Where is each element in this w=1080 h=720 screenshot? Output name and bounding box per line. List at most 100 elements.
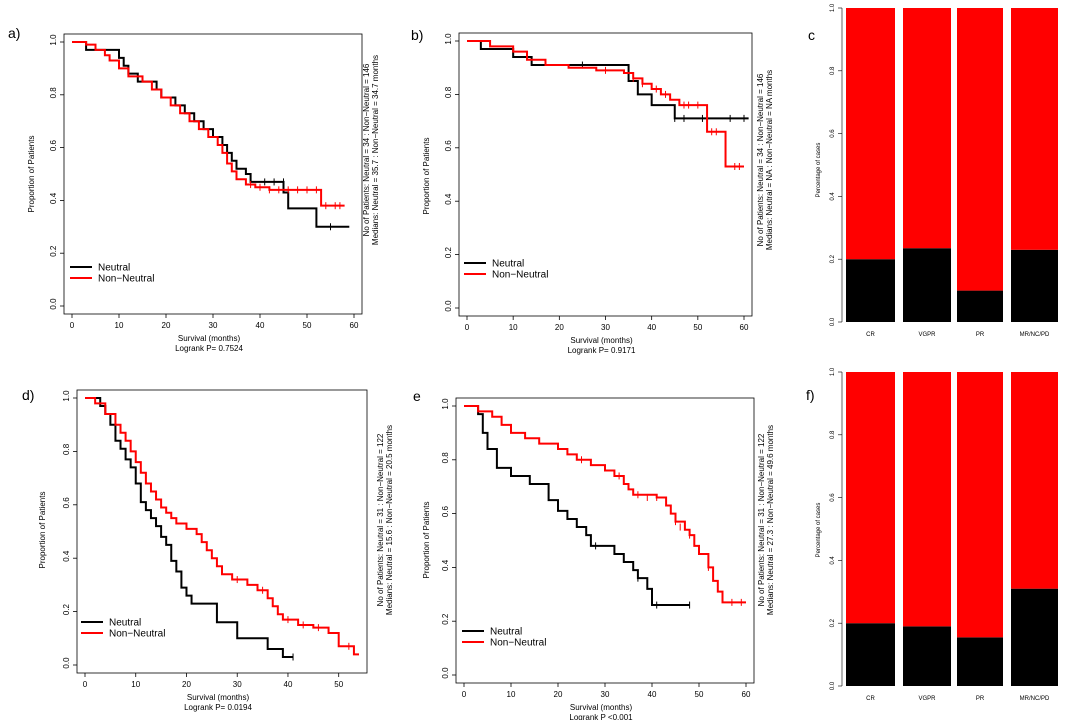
y-axis-label: Percentage of cases — [816, 503, 822, 558]
x-tick-label: 0 — [70, 321, 75, 330]
y-tick-label: 1.0 — [441, 398, 450, 410]
y-tick-label: 0.4 — [62, 550, 71, 562]
panel-label: d) — [22, 387, 34, 403]
x-tick-label: 40 — [256, 321, 265, 330]
legend-label-non-neutral: Non−Neutral — [109, 629, 165, 640]
y-axis-label: Proportion of Patients — [38, 492, 47, 569]
median-label: Medians: Neutral = NA : Non−Neutral = NA… — [765, 70, 774, 250]
x-tick-label: 10 — [131, 680, 140, 689]
panel-label: a) — [8, 25, 20, 41]
survival-curve-non-neutral — [72, 41, 345, 207]
y-tick-label: 0.2 — [441, 613, 450, 625]
x-tick-label: 60 — [742, 690, 751, 699]
survival-curve-neutral — [464, 405, 690, 607]
legend-label-non-neutral: Non−Neutral — [98, 274, 154, 285]
x-tick-label: 20 — [554, 690, 563, 699]
bar-segment-red — [903, 8, 951, 249]
legend-label-non-neutral: Non−Neutral — [492, 270, 548, 281]
logrank-label: Logrank P= 0.9171 — [568, 346, 636, 355]
bar-segment-black — [903, 248, 951, 322]
legend-label-neutral: Neutral — [490, 627, 522, 638]
x-tick-label: 50 — [303, 321, 312, 330]
y-tick-label: 0.8 — [444, 86, 453, 98]
y-tick-label: 0.0 — [444, 300, 453, 312]
x-tick-label: 50 — [693, 323, 702, 332]
y-tick-label: 0.0 — [830, 317, 836, 326]
bar-segment-black — [846, 259, 895, 322]
y-tick-label: 0.4 — [441, 559, 450, 571]
y-tick-label: 0.6 — [830, 493, 836, 502]
category-label: VGPR — [918, 696, 936, 702]
median-label: Medians: Neutral = 27.3 : Non−Neutral = … — [766, 425, 775, 615]
x-tick-label: 0 — [462, 690, 467, 699]
bar-segment-red — [846, 8, 895, 260]
km-panel-1: 0 10 20 30 40 50 60 0.0 0.2 0.4 0.6 0.8 1.0 Survival … — [411, 27, 774, 355]
y-tick-label: 0.0 — [441, 667, 450, 679]
bar-segment-black — [957, 637, 1003, 686]
y-tick-label: 0.8 — [62, 443, 71, 455]
bar-panel-5: CR VGPR PR MR/NC/PD 0.0 0.2 0.4 0.6 0.8 1.0 Percen… — [806, 367, 1058, 702]
survival-curve-non-neutral — [464, 405, 746, 604]
patient-count-label: No of Patients: Neutral = 31 : Non−Neutr… — [376, 433, 385, 606]
median-label: Medians: Neutral = 35.7 : Non−Neutral = … — [371, 55, 380, 245]
plot-frame — [76, 389, 368, 674]
km-panel-0: 0 10 20 30 40 50 60 0.0 0.2 0.4 0.6 0.8 1.0 Survival … — [8, 25, 380, 353]
y-tick-label: 1.0 — [62, 390, 71, 402]
panel-label: b) — [411, 27, 423, 43]
bar-segment-red — [846, 372, 895, 624]
x-tick-label: 60 — [740, 323, 749, 332]
bar-segment-red — [957, 8, 1003, 291]
patient-count-label: No of Patients: Neutral = 31 : Non−Neutr… — [757, 433, 766, 606]
x-tick-label: 40 — [648, 690, 657, 699]
y-tick-label: 1.0 — [830, 367, 836, 376]
x-tick-label: 20 — [162, 321, 171, 330]
panel-label: c — [808, 27, 815, 43]
bar-segment-black — [1011, 588, 1058, 686]
category-label: PR — [976, 696, 985, 702]
x-tick-label: 0 — [83, 680, 88, 689]
category-label: MR/NC/PD — [1020, 696, 1050, 702]
x-tick-label: 40 — [284, 680, 293, 689]
bar-panel-2: CR VGPR PR MR/NC/PD 0.0 0.2 0.4 0.6 0.8 1.0 Percen… — [808, 3, 1058, 338]
survival-curve-non-neutral — [85, 397, 359, 656]
x-axis-label: Survival (months) — [178, 334, 241, 343]
bar-segment-red — [903, 372, 951, 627]
y-tick-label: 0.2 — [49, 245, 58, 257]
x-tick-label: 50 — [334, 680, 343, 689]
y-tick-label: 0.6 — [441, 505, 450, 517]
legend-label-non-neutral: Non−Neutral — [490, 638, 546, 649]
y-tick-label: 1.0 — [830, 3, 836, 12]
patient-count-label: No of Patients: Neutral = 34 : Non−Neutr… — [362, 63, 371, 236]
x-tick-label: 0 — [465, 323, 470, 332]
y-tick-label: 0.2 — [830, 618, 836, 627]
y-tick-label: 1.0 — [49, 34, 58, 46]
category-label: CR — [866, 332, 875, 338]
y-tick-label: 0.6 — [49, 139, 58, 151]
x-tick-label: 10 — [509, 323, 518, 332]
y-tick-label: 0.8 — [441, 452, 450, 464]
x-tick-label: 30 — [233, 680, 242, 689]
x-tick-label: 10 — [507, 690, 516, 699]
y-tick-label: 0.0 — [62, 657, 71, 669]
y-tick-label: 0.6 — [62, 497, 71, 509]
bar-segment-red — [1011, 372, 1058, 589]
panel-label: f) — [806, 387, 815, 403]
y-tick-label: 0.2 — [62, 603, 71, 615]
y-tick-label: 0.4 — [49, 192, 58, 204]
bar-segment-black — [846, 623, 895, 686]
survival-curve-non-neutral — [467, 40, 744, 168]
y-tick-label: 0.8 — [830, 66, 836, 75]
y-tick-label: 0.0 — [49, 298, 58, 310]
logrank-label: Logrank P <0.001 — [569, 713, 633, 720]
x-tick-label: 20 — [555, 323, 564, 332]
x-tick-label: 50 — [695, 690, 704, 699]
bar-segment-red — [957, 372, 1003, 638]
survival-curve-neutral — [72, 41, 350, 228]
legend-label-neutral: Neutral — [98, 263, 130, 274]
y-tick-label: 1.0 — [444, 33, 453, 45]
legend-label-neutral: Neutral — [492, 259, 524, 270]
x-tick-label: 20 — [182, 680, 191, 689]
x-tick-label: 30 — [601, 690, 610, 699]
y-tick-label: 0.8 — [830, 430, 836, 439]
